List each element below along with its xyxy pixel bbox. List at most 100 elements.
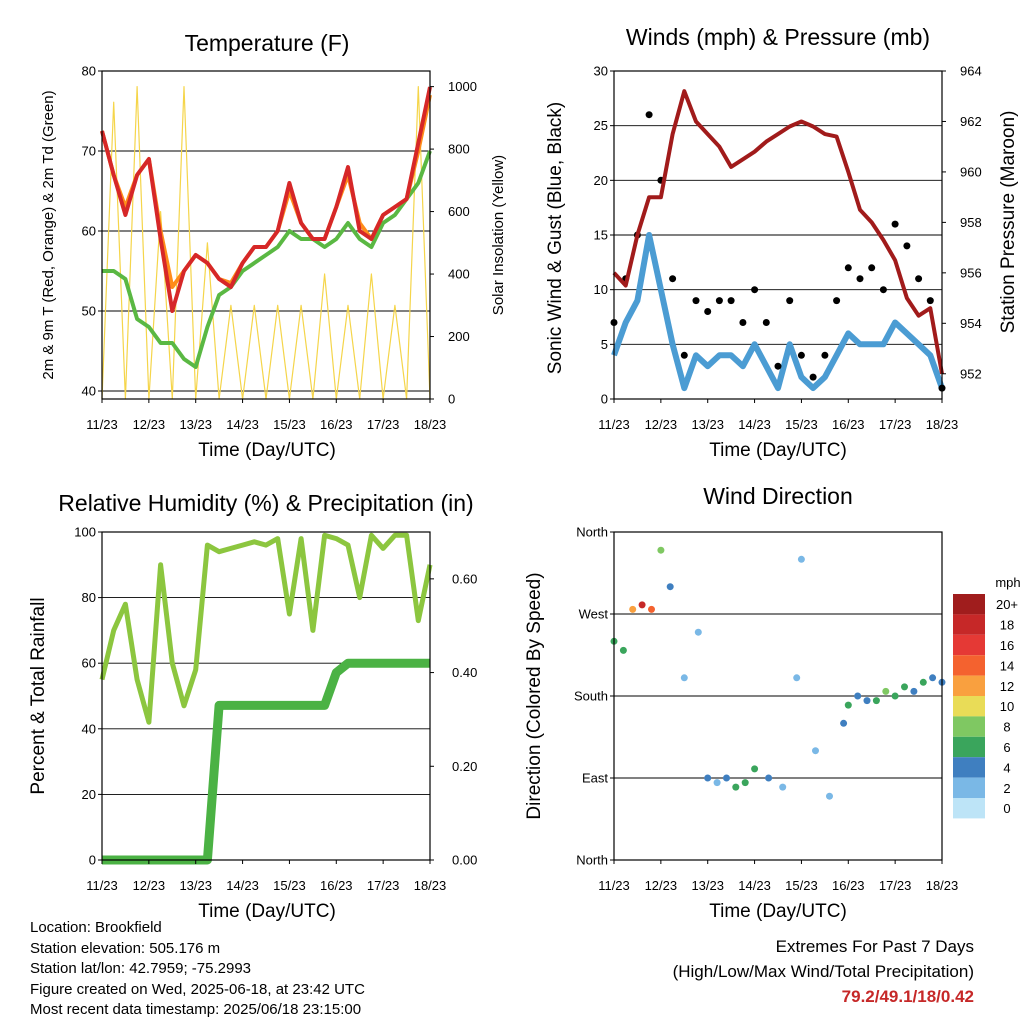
- y-tick-label: 50: [82, 304, 96, 319]
- direction-point: [723, 774, 730, 782]
- colorbar-label: 8: [1003, 720, 1010, 735]
- station-latlon: Station lat/lon: 42.7959; -75.2993: [30, 960, 252, 977]
- x-tick-label: 14/23: [738, 878, 771, 893]
- direction-point: [872, 697, 880, 705]
- direction-point: [638, 601, 646, 609]
- gust-point: [844, 264, 852, 272]
- station-elevation: Station elevation: 505.176 m: [30, 939, 221, 957]
- gust-point: [762, 319, 770, 326]
- extremes-values: 79.2/49.1/18/0.42: [841, 987, 974, 1006]
- series-sonic-wind: [611, 232, 945, 392]
- x-tick-label: 17/23: [367, 417, 400, 432]
- x-tick-label: 17/23: [879, 878, 912, 893]
- x-tick-label: 16/23: [320, 878, 353, 893]
- x-tick-label: 16/23: [832, 417, 865, 432]
- gust-point: [680, 351, 688, 359]
- y-right-tick-label: 1000: [448, 79, 477, 94]
- temperature-title: Temperature (F): [185, 30, 350, 56]
- x-tick-label: 18/23: [926, 417, 959, 432]
- y-tick-label: 80: [82, 64, 96, 79]
- y-right-tick-label: 954: [960, 316, 982, 331]
- colorbar-swatch: [953, 777, 985, 798]
- direction-point: [619, 646, 627, 654]
- direction-point: [826, 792, 833, 800]
- gust-point: [774, 362, 782, 370]
- direction-panel: Wind Direction North East South West North 11…: [524, 483, 1021, 922]
- direction-point: [882, 687, 890, 695]
- colorbar-label: 18: [1000, 618, 1014, 633]
- colorbar-label: 12: [1000, 679, 1014, 694]
- x-tick-label: 13/23: [179, 417, 212, 432]
- colorbar-swatch: [953, 736, 985, 758]
- x-tick-label: 14/23: [226, 417, 259, 432]
- direction-point: [629, 605, 637, 613]
- colorbar-label: 10: [1000, 699, 1014, 714]
- direction-point: [854, 692, 862, 700]
- x-tick-label: 17/23: [879, 417, 912, 432]
- gust-point: [903, 242, 911, 250]
- direction-point: [694, 628, 702, 636]
- y-right-tick-label: 0: [448, 392, 455, 407]
- gust-point: [833, 297, 841, 305]
- gust-point: [692, 297, 700, 305]
- colorbar-unit: mph: [995, 575, 1020, 590]
- y-tick-label: 30: [594, 64, 608, 79]
- y-tick-label: 60: [82, 224, 96, 239]
- direction-point: [657, 546, 665, 554]
- direction-point: [732, 783, 740, 791]
- colorbar-swatch: [953, 594, 985, 615]
- x-tick-label: 18/23: [414, 878, 447, 893]
- humidity-title: Relative Humidity (%) & Precipitation (i…: [58, 490, 473, 516]
- temperature-ylabel-left: 2m & 9m T (Red, Orange) & 2m Td (Green): [40, 90, 57, 379]
- y-tick-label: 20: [594, 173, 608, 188]
- winds-ylabel-right: Station Pressure (Maroon): [998, 111, 1019, 334]
- colorbar-label: 20+: [996, 597, 1018, 612]
- direction-point: [765, 774, 773, 782]
- direction-point: [901, 683, 908, 691]
- gust-point: [879, 286, 887, 294]
- y-tick-label: 70: [82, 144, 96, 159]
- y-tick-label: 40: [82, 384, 96, 399]
- y-right-tick-label: 200: [448, 329, 470, 344]
- x-tick-label: 11/23: [86, 417, 118, 432]
- gust-point: [856, 275, 864, 283]
- extremes-box: Extremes For Past 7 Days (High/Low/Max W…: [673, 934, 974, 1009]
- y-tick-label: 40: [82, 721, 96, 736]
- x-tick-label: 11/23: [598, 878, 630, 893]
- x-tick-label: 14/23: [226, 878, 259, 893]
- y-right-tick-label: 0.00: [452, 853, 477, 868]
- direction-point: [929, 674, 937, 682]
- station-info: Location: Brookfield Station elevation: …: [30, 918, 365, 1021]
- y-tick-label: East: [582, 771, 608, 786]
- temperature-ylabel-right: Solar Insolation (Yellow): [490, 155, 507, 315]
- y-right-tick-label: 956: [960, 265, 982, 280]
- series-2m-t: [100, 86, 432, 313]
- x-tick-label: 12/23: [645, 878, 678, 893]
- direction-point: [891, 692, 899, 700]
- x-tick-label: 11/23: [598, 417, 630, 432]
- y-tick-label: 100: [74, 525, 96, 540]
- colorbar-swatch: [953, 696, 985, 717]
- y-right-tick-label: 958: [960, 215, 982, 230]
- y-tick-label: 10: [594, 282, 608, 297]
- y-tick-label: 25: [594, 118, 608, 133]
- humidity-plot-frame: [101, 531, 431, 861]
- extremes-heading: Extremes For Past 7 Days: [775, 937, 974, 956]
- gust-point: [704, 308, 712, 315]
- humidity-panel: Relative Humidity (%) & Precipitation (i…: [28, 490, 477, 922]
- direction-point: [812, 747, 819, 755]
- winds-title: Winds (mph) & Pressure (mb): [626, 24, 930, 50]
- direction-point: [919, 678, 927, 686]
- temperature-plot-frame: [101, 70, 431, 400]
- series-solar-insolation: [101, 86, 431, 400]
- colorbar-swatch: [953, 634, 985, 656]
- series-relative-humidity: [99, 532, 433, 725]
- gust-point: [809, 373, 817, 381]
- direction-point: [793, 674, 801, 682]
- direction-xlabel: Time (Day/UTC): [709, 901, 847, 922]
- colorbar-swatch: [953, 655, 985, 676]
- direction-point: [797, 555, 805, 563]
- x-tick-label: 17/23: [367, 878, 400, 893]
- humidity-xlabel: Time (Day/UTC): [198, 901, 336, 922]
- colorbar-label: 6: [1003, 740, 1010, 755]
